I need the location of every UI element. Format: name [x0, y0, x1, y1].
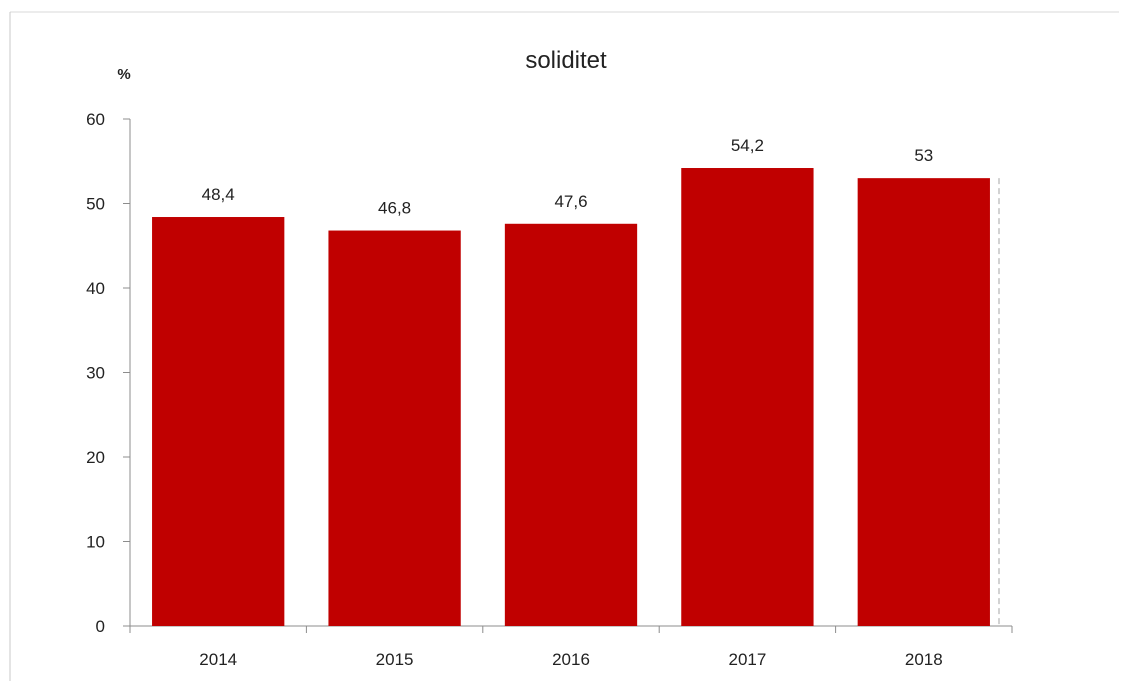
x-tick-label: 2017 [728, 650, 766, 669]
bar [504, 223, 638, 626]
x-tick-label: 2018 [905, 650, 943, 669]
bar [857, 178, 990, 626]
chart-frame [9, 11, 1119, 681]
y-tick-label: 10 [86, 533, 105, 552]
x-tick-label: 2014 [199, 650, 237, 669]
y-tick-label: 30 [86, 364, 105, 383]
data-label: 46,8 [378, 199, 411, 218]
x-tick-label: 2016 [552, 650, 590, 669]
data-labels: 48,4 46,8 47,6 54,2 53 [202, 136, 934, 218]
data-label: 54,2 [731, 136, 764, 155]
y-tick-label: 60 [86, 110, 105, 129]
data-label: 53 [914, 146, 933, 165]
y-axis-unit-label: % [117, 66, 130, 83]
data-label: 47,6 [554, 192, 587, 211]
bar [681, 168, 814, 626]
x-tick-label: 2015 [376, 650, 414, 669]
bar-series [152, 168, 990, 627]
x-tick-labels: 2014 2015 2016 2017 2018 [199, 650, 942, 669]
chart-title: soliditet [525, 47, 607, 74]
y-tick-label: 50 [86, 195, 105, 214]
y-tick-label: 0 [96, 617, 105, 636]
bar [328, 230, 461, 627]
y-axis: 0 10 20 30 40 50 60 [86, 110, 131, 636]
y-tick-label: 40 [86, 279, 105, 298]
data-label: 48,4 [202, 185, 235, 204]
bar [152, 217, 285, 626]
y-tick-label: 20 [86, 448, 105, 467]
